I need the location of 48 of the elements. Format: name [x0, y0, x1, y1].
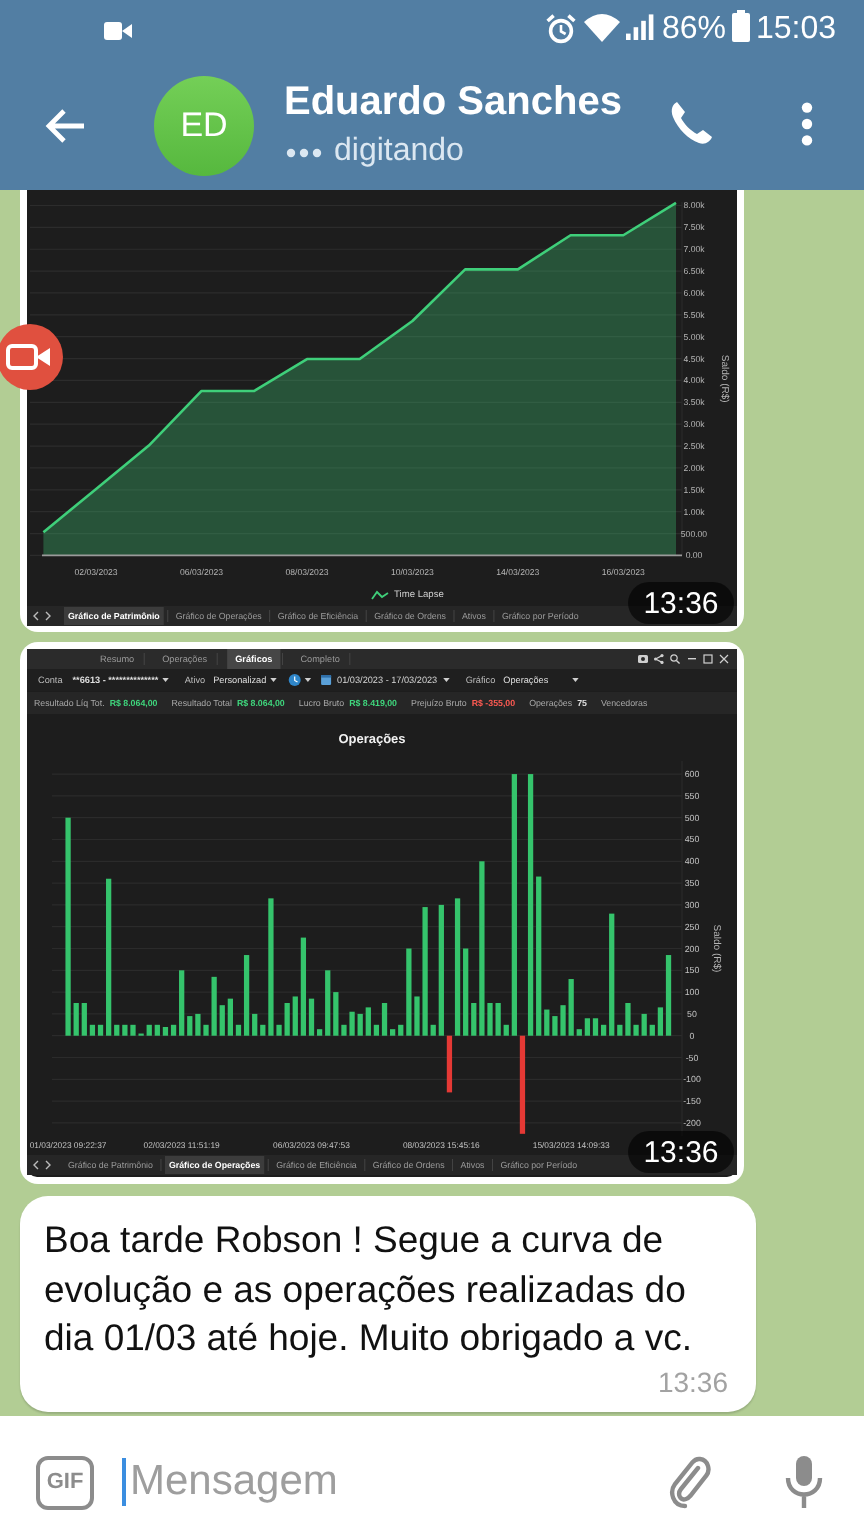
text: digitando: [334, 132, 464, 172]
text: 13:36: [643, 586, 719, 621]
bar: [146, 1024, 152, 1036]
bar: [122, 1024, 128, 1036]
bar: [454, 898, 461, 1036]
bar: [511, 774, 517, 1036]
text: 13:36: [655, 1363, 728, 1399]
bar: [609, 913, 615, 1036]
text: Boa tarde Robson ! Segue a curva de evolução e as operações realizadas do dia 01/03 até hoje. Muito obrigado a vc.: [44, 1216, 694, 1362]
bar: [446, 1035, 453, 1093]
bar: [357, 1013, 363, 1036]
bar: [381, 1003, 388, 1036]
bar: [268, 898, 274, 1036]
bar: [325, 970, 331, 1036]
bar: [592, 1018, 599, 1036]
bar: [349, 1011, 355, 1036]
annotation: 13:36: [643, 1135, 719, 1170]
bar: [65, 817, 71, 1036]
bar: [179, 970, 185, 1036]
bar: [665, 955, 672, 1036]
bar: [211, 976, 217, 1036]
bar: [479, 861, 485, 1036]
bar: [625, 1003, 631, 1036]
bar: [130, 1024, 136, 1036]
bar: [365, 1007, 371, 1036]
text: Eduardo Sanches: [284, 78, 622, 126]
bar: [422, 907, 428, 1036]
bar: [527, 774, 534, 1036]
text: 15:03: [756, 10, 837, 50]
bar: [284, 1003, 290, 1036]
bar: [584, 1018, 591, 1036]
bar: [438, 904, 444, 1036]
bar: [519, 1035, 526, 1134]
bar: [81, 1003, 87, 1036]
bar: [495, 1003, 501, 1036]
bar: [154, 1024, 160, 1036]
bar: [106, 878, 112, 1036]
text: 86%: [662, 10, 727, 50]
bar: [568, 979, 574, 1036]
bar: [243, 955, 250, 1036]
bar: [195, 1013, 201, 1036]
bar: [641, 1013, 647, 1036]
bar: [300, 937, 307, 1036]
bar: [162, 1026, 169, 1036]
bar: [227, 998, 233, 1036]
gif-button: GIF: [36, 1456, 94, 1510]
message-field: Mensagem: [116, 1448, 640, 1516]
bar: [406, 948, 412, 1036]
